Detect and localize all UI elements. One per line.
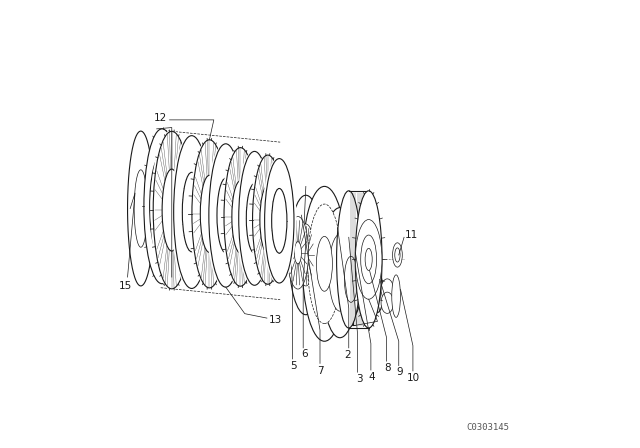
Ellipse shape — [189, 138, 230, 289]
Ellipse shape — [392, 243, 403, 267]
Ellipse shape — [355, 220, 382, 299]
Ellipse shape — [308, 204, 341, 323]
Text: C0303145: C0303145 — [467, 423, 509, 432]
Ellipse shape — [337, 191, 361, 328]
Text: 5: 5 — [290, 361, 297, 371]
Ellipse shape — [271, 189, 287, 253]
Polygon shape — [127, 131, 154, 286]
Ellipse shape — [217, 178, 234, 253]
Text: 13: 13 — [269, 315, 282, 325]
Ellipse shape — [221, 146, 259, 288]
Ellipse shape — [239, 151, 270, 285]
Ellipse shape — [372, 273, 383, 313]
Ellipse shape — [173, 136, 210, 289]
Ellipse shape — [360, 261, 375, 315]
Ellipse shape — [260, 186, 276, 253]
Text: 10: 10 — [407, 373, 420, 383]
Ellipse shape — [150, 130, 193, 290]
Ellipse shape — [289, 195, 323, 314]
Ellipse shape — [171, 134, 212, 290]
Ellipse shape — [200, 175, 218, 252]
Text: 6: 6 — [301, 349, 308, 359]
Ellipse shape — [361, 235, 376, 284]
Ellipse shape — [209, 144, 243, 287]
Text: 11: 11 — [405, 230, 418, 240]
Text: 1: 1 — [350, 318, 356, 328]
Ellipse shape — [287, 216, 308, 289]
Ellipse shape — [363, 273, 372, 303]
Text: 7: 7 — [317, 366, 323, 375]
Ellipse shape — [355, 191, 382, 328]
Ellipse shape — [264, 159, 294, 283]
Text: 2: 2 — [344, 350, 351, 360]
Ellipse shape — [381, 279, 394, 300]
Ellipse shape — [162, 169, 182, 251]
Ellipse shape — [381, 292, 394, 313]
Ellipse shape — [250, 154, 285, 285]
Ellipse shape — [246, 184, 263, 253]
Ellipse shape — [395, 248, 400, 262]
Polygon shape — [282, 223, 296, 274]
Ellipse shape — [297, 224, 315, 286]
Text: 15: 15 — [118, 280, 132, 291]
Ellipse shape — [262, 157, 296, 284]
Ellipse shape — [321, 207, 358, 338]
Text: 12: 12 — [154, 112, 167, 123]
Ellipse shape — [182, 172, 201, 252]
Ellipse shape — [153, 131, 190, 289]
Ellipse shape — [144, 129, 180, 284]
Ellipse shape — [253, 155, 283, 284]
Ellipse shape — [192, 140, 227, 288]
Text: 14: 14 — [165, 279, 179, 289]
Ellipse shape — [344, 256, 358, 302]
Ellipse shape — [392, 275, 401, 317]
Text: 3: 3 — [356, 375, 363, 384]
Ellipse shape — [236, 150, 273, 287]
Ellipse shape — [374, 282, 381, 303]
Text: 8: 8 — [384, 363, 390, 373]
Ellipse shape — [316, 237, 332, 291]
Ellipse shape — [232, 181, 249, 253]
Text: 4: 4 — [369, 372, 376, 382]
Text: 9: 9 — [396, 367, 403, 377]
Ellipse shape — [294, 242, 301, 264]
Ellipse shape — [365, 248, 372, 271]
Ellipse shape — [340, 241, 362, 318]
Ellipse shape — [302, 186, 346, 341]
Ellipse shape — [329, 234, 351, 311]
Ellipse shape — [150, 154, 175, 258]
Ellipse shape — [206, 142, 245, 289]
Ellipse shape — [224, 148, 257, 286]
